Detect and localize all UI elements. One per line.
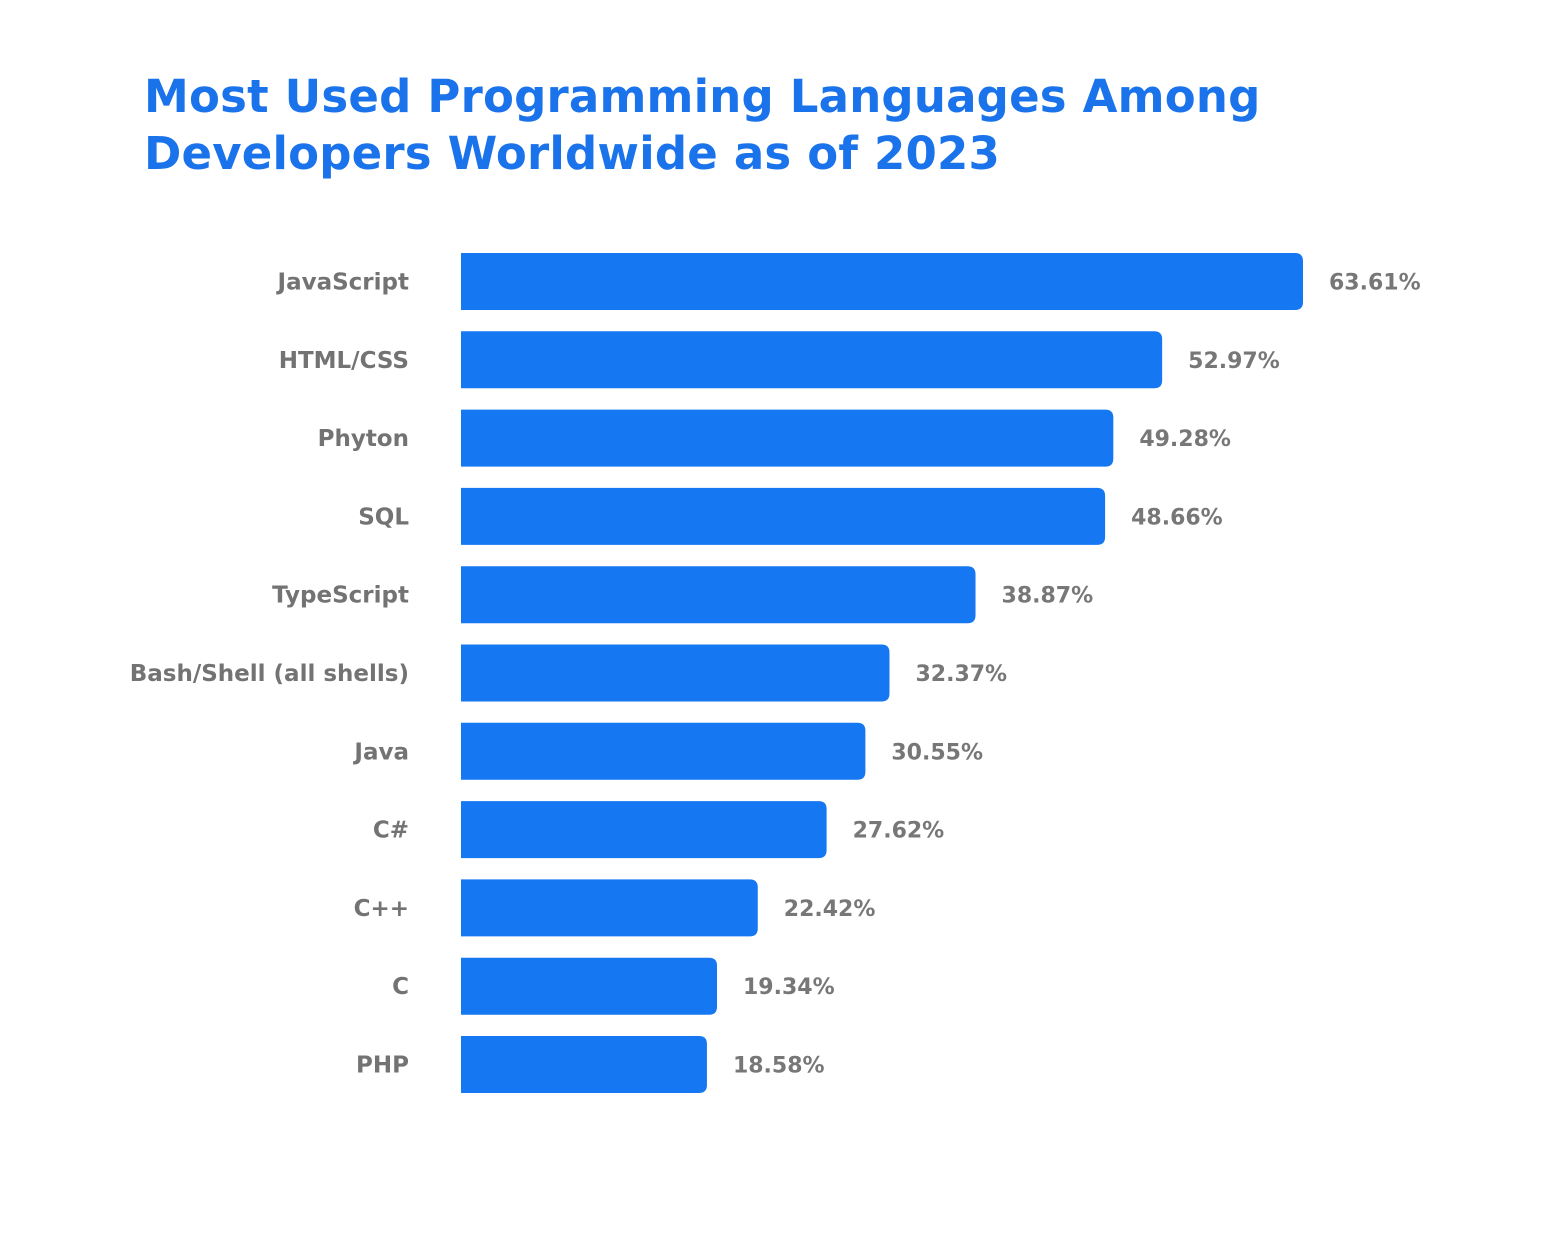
category-label: PHP	[356, 1053, 409, 1079]
bar	[461, 253, 1303, 310]
category-label: C#	[373, 818, 409, 844]
bar	[461, 331, 1163, 389]
category-label: JavaScript	[276, 270, 409, 296]
bar	[461, 801, 827, 859]
value-label: 63.61%	[1329, 271, 1421, 296]
bar	[461, 957, 718, 1015]
bar	[461, 1036, 707, 1093]
value-label: 32.37%	[915, 662, 1007, 687]
category-label: SQL	[358, 504, 409, 530]
value-label: 22.42%	[784, 897, 876, 922]
category-label: Phyton	[318, 426, 409, 452]
chart-title: Most Used Programming Languages Among De…	[144, 70, 1261, 180]
bar	[461, 409, 1114, 467]
category-label: Bash/Shell (all shells)	[130, 661, 409, 687]
value-label: 52.97%	[1188, 349, 1280, 374]
value-label: 49.28%	[1139, 427, 1231, 452]
value-label: 27.62%	[853, 819, 945, 844]
category-label: C++	[354, 896, 409, 922]
value-label: 19.34%	[743, 975, 835, 1000]
value-label: 38.87%	[1002, 584, 1094, 609]
value-label: 30.55%	[891, 740, 983, 765]
bar	[461, 644, 890, 702]
value-label: 18.58%	[733, 1054, 825, 1079]
category-label: Java	[352, 739, 409, 765]
category-label: C	[392, 974, 409, 1000]
value-label: 48.66%	[1131, 505, 1223, 530]
bar	[461, 879, 758, 937]
category-label: TypeScript	[272, 583, 409, 609]
bar	[461, 722, 866, 780]
bar	[461, 487, 1106, 545]
category-label: HTML/CSS	[279, 348, 409, 374]
bar	[461, 566, 976, 624]
